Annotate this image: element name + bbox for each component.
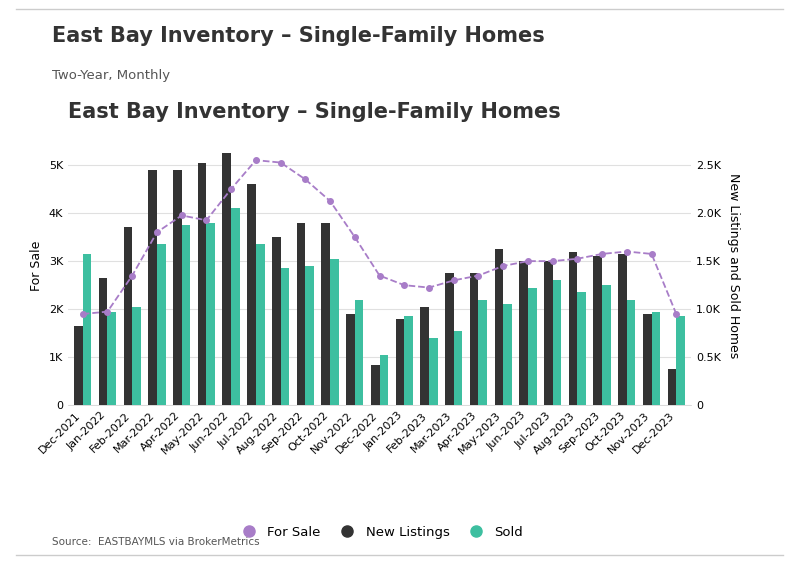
Legend: For Sale, New Listings, Sold: For Sale, New Listings, Sold	[231, 520, 528, 544]
Bar	[396, 319, 404, 405]
Bar	[544, 261, 553, 405]
Bar	[272, 237, 280, 405]
Bar	[132, 307, 141, 405]
Bar	[519, 261, 528, 405]
Bar	[627, 300, 635, 405]
Bar	[346, 314, 355, 405]
Text: East Bay Inventory – Single-Family Homes: East Bay Inventory – Single-Family Homes	[52, 26, 545, 46]
Bar	[157, 244, 165, 405]
Bar	[371, 365, 380, 405]
Bar	[651, 312, 660, 405]
Bar	[569, 251, 578, 405]
Bar	[330, 259, 339, 405]
Text: Source:  EASTBAYMLS via BrokerMetrics: Source: EASTBAYMLS via BrokerMetrics	[52, 538, 260, 547]
Bar	[528, 288, 537, 405]
Bar	[470, 273, 479, 405]
Bar	[618, 254, 627, 405]
Bar	[181, 225, 190, 405]
Bar	[503, 304, 512, 405]
Bar	[643, 314, 651, 405]
Bar	[296, 223, 305, 405]
Bar	[198, 163, 206, 405]
Y-axis label: New Listings and Sold Homes: New Listings and Sold Homes	[727, 173, 741, 359]
Bar	[355, 300, 364, 405]
Bar	[445, 273, 454, 405]
Bar	[280, 269, 289, 405]
Bar	[429, 338, 438, 405]
Bar	[321, 223, 330, 405]
Bar	[206, 223, 215, 405]
Bar	[553, 281, 561, 405]
Bar	[124, 228, 132, 405]
Bar	[173, 170, 181, 405]
Bar	[479, 300, 487, 405]
Text: Two-Year, Monthly: Two-Year, Monthly	[52, 69, 170, 82]
Bar	[578, 292, 586, 405]
Bar	[420, 307, 429, 405]
Bar	[149, 170, 157, 405]
Bar	[380, 355, 388, 405]
Bar	[108, 312, 116, 405]
Bar	[668, 369, 676, 405]
Bar	[602, 285, 610, 405]
Bar	[495, 249, 503, 405]
Bar	[247, 184, 256, 405]
Bar	[454, 331, 463, 405]
Bar	[74, 326, 83, 405]
Bar	[99, 278, 108, 405]
Bar	[305, 266, 314, 405]
Bar	[676, 316, 685, 405]
Text: East Bay Inventory – Single-Family Homes: East Bay Inventory – Single-Family Homes	[68, 102, 561, 122]
Bar	[256, 244, 264, 405]
Y-axis label: For Sale: For Sale	[30, 241, 43, 291]
Bar	[594, 256, 602, 405]
Bar	[404, 316, 413, 405]
Bar	[222, 153, 231, 405]
Bar	[231, 208, 240, 405]
Bar	[83, 254, 91, 405]
